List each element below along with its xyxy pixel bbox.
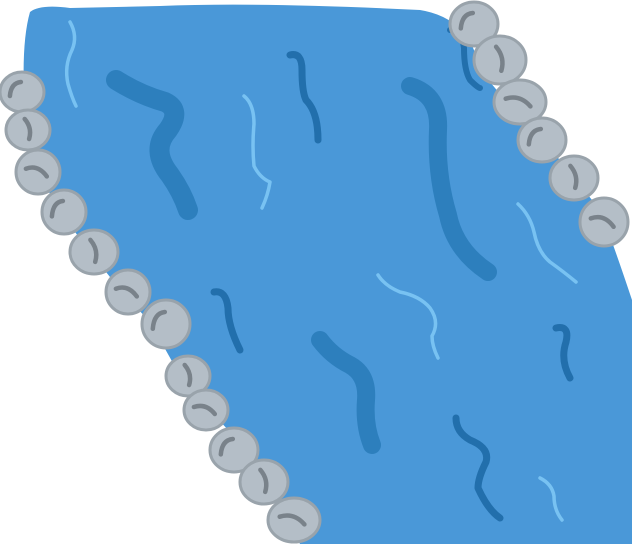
pebble-icon <box>208 426 260 474</box>
ripple-icon <box>286 51 322 144</box>
ripple-icon <box>401 77 497 281</box>
pebble-icon <box>492 78 548 126</box>
pebble-icon <box>472 34 528 86</box>
ripple-icon <box>242 94 272 210</box>
dark-ripples <box>106 27 574 522</box>
pebble-icon <box>164 354 212 398</box>
pebble-icon <box>266 496 322 544</box>
ripple-icon <box>106 70 198 220</box>
pebble-icon <box>14 148 62 196</box>
pebble-icon <box>40 188 88 236</box>
ripple-icon <box>376 273 440 360</box>
ripple-icon <box>552 324 574 382</box>
ripple-icon <box>516 202 578 284</box>
ripple-icon <box>452 414 504 522</box>
pebble-icon <box>68 228 120 276</box>
ripple-icon <box>64 20 78 108</box>
pebble-icon <box>182 388 230 432</box>
ripple-icon <box>538 476 564 522</box>
pebble-icon <box>548 154 600 202</box>
pebble-icon <box>104 268 152 316</box>
pebble-icon <box>140 298 192 350</box>
pebble-icon <box>4 108 52 152</box>
pebble-icon <box>0 70 46 114</box>
ripple-icon <box>210 288 244 354</box>
pebble-icon <box>516 116 568 164</box>
water-area <box>23 4 632 544</box>
light-ripples <box>64 20 578 522</box>
ripple-icon <box>311 331 381 454</box>
pebble-icon <box>578 196 630 248</box>
pebble-icon <box>238 458 290 506</box>
pebble-icon <box>448 0 500 48</box>
